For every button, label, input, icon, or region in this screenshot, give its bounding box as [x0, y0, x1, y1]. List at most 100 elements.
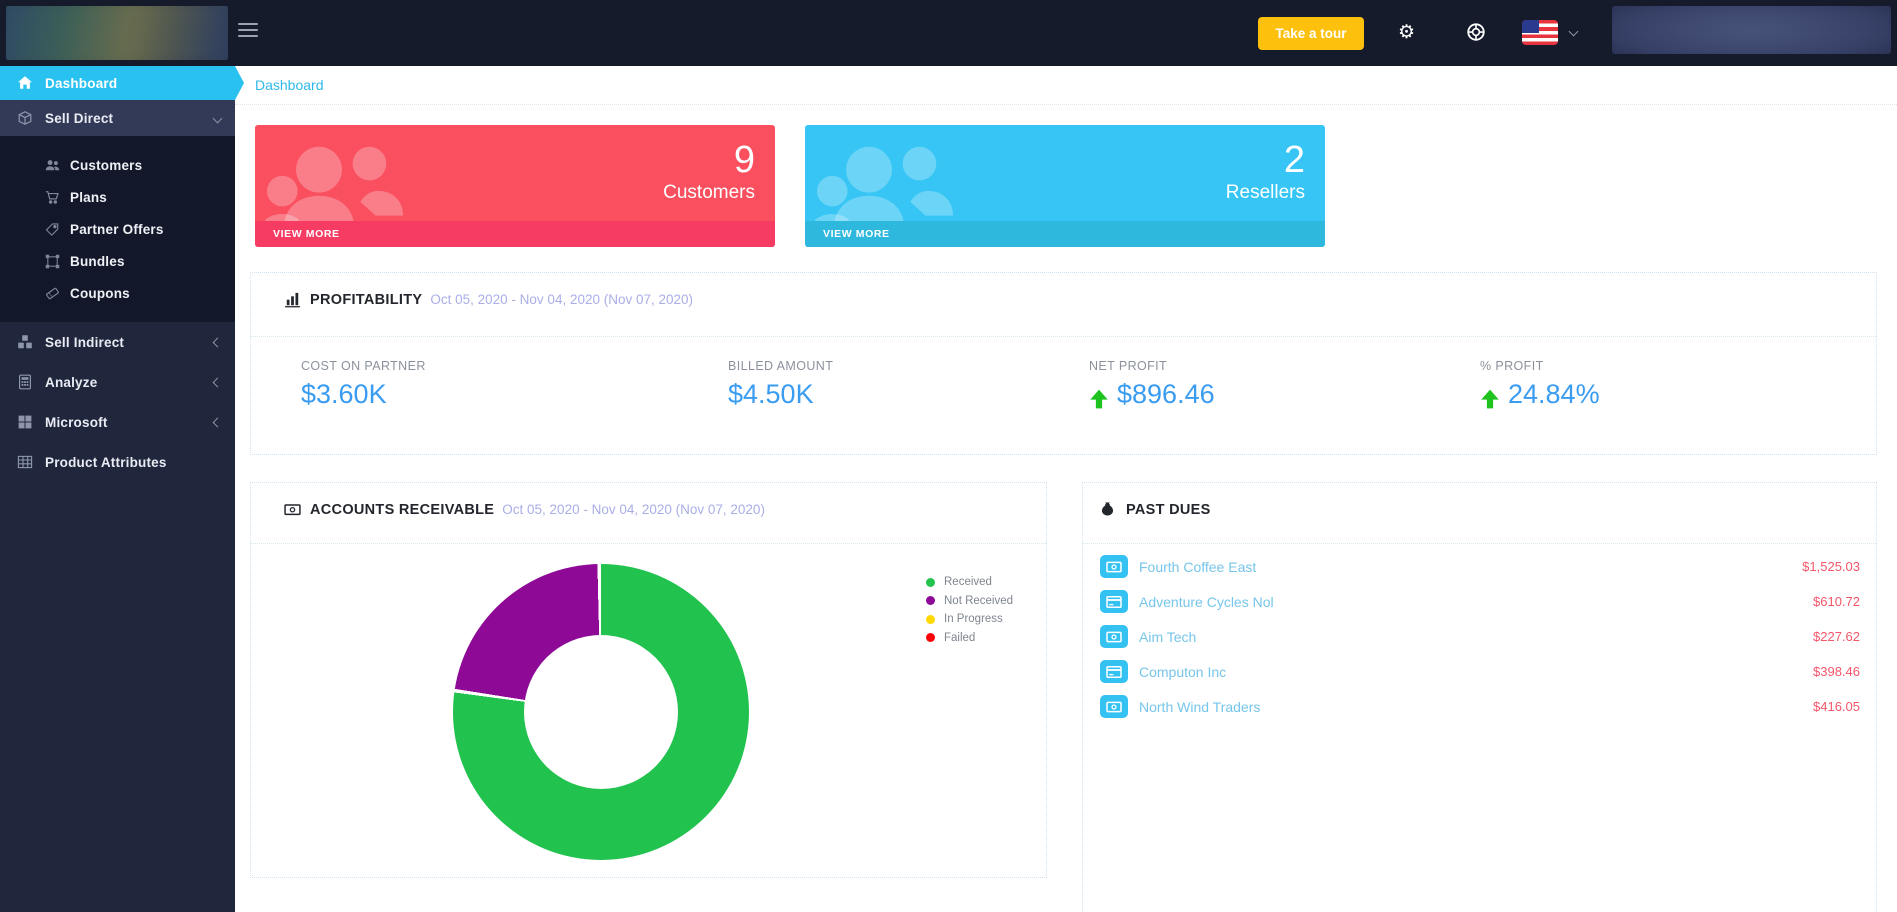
home-icon: [17, 75, 33, 91]
sidebar-item-label: Dashboard: [45, 75, 118, 91]
legend-dot-received: [926, 577, 935, 587]
accounts-receivable-panel: ACCOUNTS RECEIVABLE Oct 05, 2020 - Nov 0…: [250, 482, 1047, 878]
chevron-left-icon: [212, 377, 223, 387]
cart-icon: [45, 190, 60, 205]
user-account-menu[interactable]: [1612, 6, 1891, 54]
profitability-date-range: Oct 05, 2020 - Nov 04, 2020 (Nov 07, 202…: [430, 292, 694, 307]
trend-up-arrow-icon: [1089, 385, 1109, 408]
credit-card-icon: [1100, 660, 1128, 683]
past-due-amount: $398.46: [1813, 664, 1860, 679]
past-due-customer-name[interactable]: Fourth Coffee East: [1139, 558, 1257, 575]
money-bag-icon: [1100, 501, 1117, 518]
breadcrumb-dashboard-link[interactable]: Dashboard: [255, 77, 324, 93]
past-due-customer-name[interactable]: Computon Inc: [1139, 663, 1227, 680]
past-due-row[interactable]: Adventure Cycles Nol $610.72: [1083, 584, 1876, 619]
legend-item-failed[interactable]: Failed: [926, 629, 1013, 648]
sidebar-item-sell-direct[interactable]: Sell Direct: [0, 100, 235, 136]
resellers-view-more-link[interactable]: VIEW MORE: [805, 221, 1325, 247]
customers-label: Customers: [663, 182, 755, 203]
customers-view-more-link[interactable]: VIEW MORE: [255, 221, 775, 247]
past-due-customer-name[interactable]: North Wind Traders: [1139, 698, 1261, 715]
metric-value: $4.50K: [728, 379, 814, 409]
sell-direct-submenu: Customers Plans Partner Offers Bundles: [0, 136, 235, 322]
locale-us-flag-icon[interactable]: [1522, 20, 1558, 45]
metric-net-profit: NET PROFIT $896.46: [1089, 359, 1215, 410]
resellers-summary-card[interactable]: 2 Resellers VIEW MORE: [805, 125, 1325, 247]
help-lifering-icon[interactable]: [1466, 22, 1486, 47]
cube-icon: [17, 110, 33, 126]
sidebar-item-label: Bundles: [70, 253, 125, 269]
object-group-icon: [45, 254, 60, 269]
money-bill-icon: [1100, 555, 1128, 578]
sidebar-nav: Dashboard Sell Direct Customers Plans: [0, 66, 244, 912]
metric-cost-on-partner: COST ON PARTNER $3.60K: [301, 359, 426, 410]
metric-value: 24.84%: [1480, 379, 1600, 410]
main-content: Dashboard 9 Customers VIEW MORE: [235, 66, 1897, 912]
accounts-receivable-donut-chart[interactable]: [453, 564, 749, 860]
past-due-customer-name[interactable]: Adventure Cycles Nol: [1139, 593, 1274, 610]
past-due-row[interactable]: North Wind Traders $416.05: [1083, 689, 1876, 724]
sidebar-item-coupons[interactable]: Coupons: [0, 277, 235, 309]
sidebar-item-label: Partner Offers: [70, 221, 164, 237]
gear-icon[interactable]: ⚙: [1398, 22, 1416, 43]
sidebar-item-label: Coupons: [70, 285, 130, 301]
past-dues-panel: PAST DUES Fourth Coffee East $1,525.03: [1082, 482, 1877, 912]
past-due-row[interactable]: Computon Inc $398.46: [1083, 654, 1876, 689]
past-dues-list: Fourth Coffee East $1,525.03 Adventure C…: [1083, 549, 1876, 724]
accounts-receivable-title: ACCOUNTS RECEIVABLE: [310, 501, 495, 518]
calculator-icon: [17, 374, 33, 390]
chevron-down-icon: [212, 113, 223, 123]
donut-chart-legend: Received Not Received In Progress Failed: [926, 573, 1013, 647]
locale-chevron-down-icon[interactable]: [1568, 26, 1579, 37]
past-due-row[interactable]: Aim Tech $227.62: [1083, 619, 1876, 654]
legend-item-not-received[interactable]: Not Received: [926, 592, 1013, 611]
brand-logo[interactable]: [6, 6, 228, 60]
sidebar-item-analyze[interactable]: Analyze: [0, 362, 235, 402]
sidebar-item-bundles[interactable]: Bundles: [0, 245, 235, 277]
legend-dot-in-progress: [926, 614, 935, 624]
past-due-customer-name[interactable]: Aim Tech: [1139, 628, 1197, 645]
profitability-panel: PROFITABILITY Oct 05, 2020 - Nov 04, 202…: [250, 272, 1877, 455]
sidebar-item-sell-indirect[interactable]: Sell Indirect: [0, 322, 235, 362]
microsoft-logo-icon: [17, 414, 33, 430]
metric-billed-amount: BILLED AMOUNT $4.50K: [728, 359, 833, 410]
past-due-amount: $1,525.03: [1802, 559, 1860, 574]
metric-label: COST ON PARTNER: [301, 359, 426, 373]
chevron-left-icon: [212, 337, 223, 347]
ticket-icon: [45, 286, 60, 301]
bar-chart-icon: [284, 291, 301, 308]
sidebar-item-label: Sell Indirect: [45, 334, 125, 350]
sidebar-item-partner-offers[interactable]: Partner Offers: [0, 213, 235, 245]
metric-value: $3.60K: [301, 379, 387, 409]
hamburger-menu-icon[interactable]: [238, 23, 260, 41]
take-a-tour-button[interactable]: Take a tour: [1258, 17, 1364, 50]
past-due-amount: $610.72: [1813, 594, 1860, 609]
users-icon: [45, 158, 60, 173]
sidebar-item-dashboard[interactable]: Dashboard: [0, 66, 244, 100]
legend-item-received[interactable]: Received: [926, 573, 1013, 592]
sidebar-item-customers[interactable]: Customers: [0, 149, 235, 181]
customers-count: 9: [733, 139, 755, 181]
sidebar-item-label: Plans: [70, 189, 108, 205]
brand-logo-image: [6, 6, 228, 60]
top-navbar: Take a tour ⚙: [0, 0, 1897, 66]
user-account-blur: [1612, 6, 1891, 54]
breadcrumb: Dashboard: [235, 66, 1897, 105]
metric-label: % PROFIT: [1480, 359, 1544, 373]
flag-canton: [1522, 20, 1539, 33]
sidebar-item-label: Analyze: [45, 374, 98, 390]
legend-item-in-progress[interactable]: In Progress: [926, 610, 1013, 629]
past-due-row[interactable]: Fourth Coffee East $1,525.03: [1083, 549, 1876, 584]
metric-percent-profit: % PROFIT 24.84%: [1480, 359, 1600, 410]
profitability-title: PROFITABILITY: [310, 291, 423, 308]
sidebar-item-product-attributes[interactable]: Product Attributes: [0, 442, 235, 482]
customers-summary-card[interactable]: 9 Customers VIEW MORE: [255, 125, 775, 247]
sidebar-item-microsoft[interactable]: Microsoft: [0, 402, 235, 442]
resellers-label: Resellers: [1225, 182, 1305, 203]
sidebar-item-plans[interactable]: Plans: [0, 181, 235, 213]
past-dues-title: PAST DUES: [1126, 501, 1211, 518]
sidebar-item-label: Microsoft: [45, 414, 108, 430]
cubes-icon: [17, 334, 33, 350]
chevron-left-icon: [212, 417, 223, 427]
